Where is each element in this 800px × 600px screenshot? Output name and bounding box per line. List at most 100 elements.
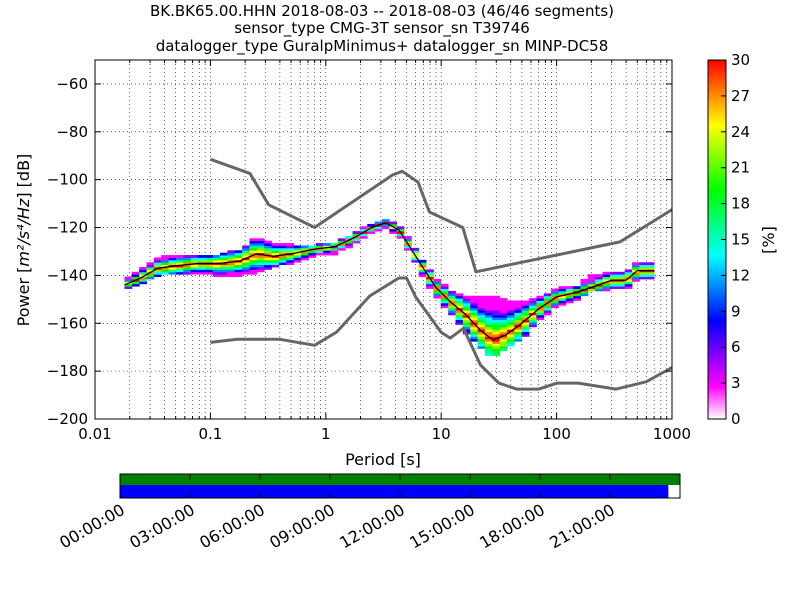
heatmap-cell: [271, 245, 280, 249]
heatmap-cell: [175, 269, 184, 273]
heatmap-cell: [278, 250, 287, 254]
heatmap-cell: [492, 329, 501, 333]
heatmap-cell: [455, 312, 464, 316]
heatmap-cell: [301, 247, 309, 251]
heatmap-cell: [271, 250, 280, 254]
heatmap-cell: [573, 298, 581, 301]
heatmap-cell: [440, 302, 449, 306]
heatmap-cell: [565, 298, 574, 301]
heatmap-cell: [433, 295, 442, 299]
heatmap-cell: [484, 346, 493, 349]
heatmap-cell: [396, 235, 405, 239]
heatmap-cell: [558, 286, 567, 289]
heatmap-cell: [639, 276, 648, 280]
heatmap-cell: [440, 295, 449, 299]
heatmap-cell: [404, 247, 412, 251]
heatmap-cell: [506, 319, 515, 323]
heatmap-cell: [529, 307, 537, 311]
heatmap-cell: [404, 245, 412, 249]
heatmap-cell: [330, 252, 339, 256]
heatmap-cell: [124, 283, 133, 287]
coverage-tick-label: 12:00:00: [336, 500, 408, 552]
heatmap-cell: [271, 264, 280, 268]
heatmap-cell: [499, 302, 508, 306]
heatmap-cell: [506, 331, 515, 335]
heatmap-cell: [153, 269, 162, 273]
heatmap-cell: [462, 329, 471, 333]
heatmap-cell: [168, 259, 177, 263]
heatmap-cell: [345, 243, 353, 246]
heatmap-cell: [271, 262, 280, 266]
heatmap-cell: [529, 322, 537, 325]
colorbar-label: [%]: [759, 226, 778, 254]
heatmap-cell: [153, 264, 162, 268]
heatmap-cell: [580, 283, 589, 287]
heatmap-cell: [595, 288, 604, 292]
heatmap-cell: [462, 307, 471, 311]
heatmap-cell: [477, 298, 486, 301]
heatmap-cell: [396, 233, 405, 237]
heatmap-cell: [587, 278, 596, 282]
heatmap-cell: [536, 300, 545, 304]
heatmap-cell: [492, 341, 501, 345]
heatmap-cell: [367, 231, 375, 234]
heatmap-cell: [477, 338, 486, 342]
heatmap-cell: [264, 264, 272, 268]
heatmap-cell: [477, 322, 486, 325]
heatmap-cell: [448, 312, 456, 316]
heatmap-cell: [183, 271, 192, 275]
heatmap-cell: [146, 274, 155, 277]
data-coverage-plot: 00:00:0003:00:0006:00:0009:00:0012:00:00…: [56, 473, 681, 552]
heatmap-cell: [558, 302, 567, 306]
heatmap-cell: [433, 288, 442, 292]
heatmap-cell: [484, 300, 493, 304]
heatmap-cell: [227, 274, 236, 277]
heatmap-cell: [242, 250, 250, 254]
heatmap-cell: [492, 348, 501, 352]
heatmap-cell: [153, 271, 162, 275]
heatmap-cell: [249, 238, 258, 242]
x-axis-label: Period [s]: [345, 450, 421, 469]
heatmap-cell: [506, 341, 515, 345]
heatmap-cell: [543, 302, 552, 306]
heatmap-cell: [455, 305, 464, 309]
heatmap-cell: [617, 286, 626, 289]
colorbar-tick-label: 27: [731, 87, 750, 105]
heatmap-cell: [492, 350, 501, 354]
heatmap-cell: [484, 295, 493, 299]
heatmap-cell: [506, 334, 515, 337]
heatmap-cell: [506, 338, 515, 342]
coverage-tick-label: 18:00:00: [476, 500, 548, 552]
x-tick-label: 0.1: [198, 425, 222, 443]
heatmap-cell: [337, 240, 346, 244]
heatmap-cell: [256, 240, 265, 244]
heatmap-cell: [499, 329, 508, 333]
heatmap-cell: [609, 281, 618, 285]
heatmap-cell: [345, 235, 353, 239]
heatmap-cell: [139, 274, 147, 277]
heatmap-cell: [242, 245, 250, 249]
heatmap-cell: [514, 338, 523, 342]
heatmap-cell: [609, 286, 618, 289]
heatmap-cell: [249, 262, 258, 266]
x-tick-label: 10: [432, 425, 451, 443]
heatmap-cell: [183, 267, 192, 270]
heatmap-cell: [381, 219, 390, 222]
heatmap-cell: [587, 288, 596, 292]
heatmap-cell: [521, 326, 530, 330]
heatmap-cell: [477, 305, 486, 309]
heatmap-cell: [521, 317, 530, 321]
heatmap-cell: [499, 336, 508, 340]
x-tick-label: 0.01: [78, 425, 111, 443]
heatmap-cell: [256, 269, 265, 273]
heatmap-cell: [389, 231, 398, 234]
heatmap-cell: [433, 286, 442, 289]
heatmap-cell: [440, 293, 449, 297]
heatmap-cell: [286, 247, 295, 251]
heatmap-cell: [345, 245, 353, 249]
heatmap-cell: [646, 274, 655, 277]
heatmap-cell: [190, 257, 199, 261]
heatmap-cell: [455, 295, 464, 299]
heatmap-cell: [249, 245, 258, 249]
heatmap-cell: [492, 302, 501, 306]
